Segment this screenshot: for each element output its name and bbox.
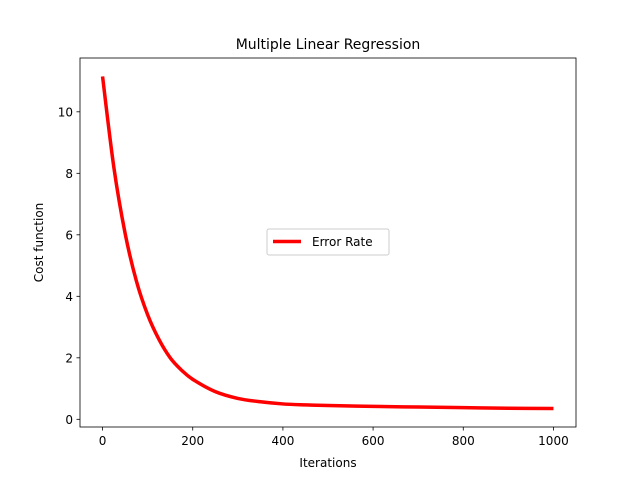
x-tick-label: 0 — [99, 434, 107, 448]
x-tick-label: 600 — [362, 434, 385, 448]
series-layer — [100, 76, 554, 411]
legend-label-error-rate: Error Rate — [312, 235, 373, 249]
y-tick-label: 8 — [65, 167, 73, 181]
y-tick-label: 0 — [65, 413, 73, 427]
x-axis-ticks: 0 200 400 600 800 1000 — [99, 427, 569, 448]
x-tick-label: 800 — [452, 434, 475, 448]
y-axis-label: Cost function — [32, 203, 46, 283]
chart-title: Multiple Linear Regression — [236, 37, 421, 53]
x-axis-label: Iterations — [299, 456, 356, 470]
legend: Error Rate — [266, 228, 390, 256]
plot-frame — [79, 57, 577, 428]
x-tick-label: 400 — [271, 434, 294, 448]
legend-box — [266, 228, 390, 256]
y-tick-label: 4 — [65, 290, 73, 304]
y-axis-ticks: 0 2 4 6 8 10 — [58, 105, 80, 427]
y-tick-label: 2 — [65, 351, 73, 365]
x-tick-label: 200 — [181, 434, 204, 448]
series-line-error-rate — [100, 76, 554, 411]
y-tick-label: 6 — [65, 228, 73, 242]
x-tick-label: 1000 — [538, 434, 569, 448]
y-tick-label: 10 — [58, 105, 73, 119]
